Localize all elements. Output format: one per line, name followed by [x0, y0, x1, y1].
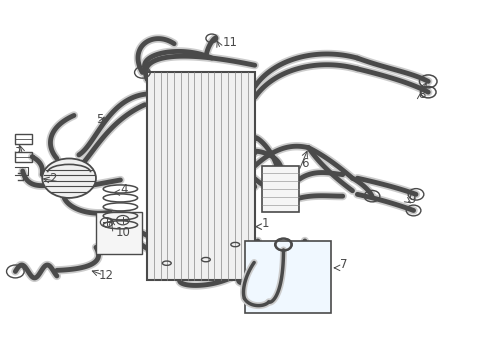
Text: 4: 4	[121, 183, 128, 195]
Bar	[15, 134, 32, 144]
Bar	[262, 166, 299, 212]
Circle shape	[42, 158, 96, 198]
Bar	[15, 152, 32, 162]
Text: 10: 10	[116, 226, 130, 239]
Text: 11: 11	[223, 36, 238, 49]
Text: 6: 6	[301, 157, 309, 170]
Text: 2: 2	[49, 172, 57, 185]
Bar	[147, 72, 255, 280]
Bar	[96, 212, 143, 253]
Text: 1: 1	[262, 217, 270, 230]
Text: 9: 9	[409, 193, 416, 206]
Text: 7: 7	[340, 258, 348, 271]
Text: 8: 8	[418, 87, 426, 100]
Text: 12: 12	[98, 269, 113, 282]
Text: 5: 5	[96, 113, 103, 126]
Text: 3: 3	[13, 143, 20, 156]
Bar	[245, 241, 331, 313]
